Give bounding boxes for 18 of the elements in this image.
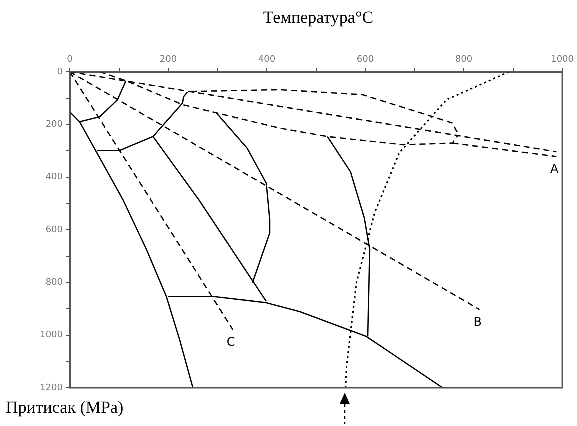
y-tick-label: 1000	[40, 330, 64, 341]
y-tick-label: 800	[46, 278, 64, 288]
x-tick-label: 0	[67, 54, 74, 65]
x-tick-label: 400	[258, 54, 276, 65]
x-tick-label: 200	[160, 54, 178, 65]
y-tick-label: 600	[46, 225, 64, 236]
annotation: C	[226, 334, 236, 349]
y-tick-label: 200	[46, 120, 64, 130]
y-tick-label: 400	[46, 172, 64, 183]
y-tick-label: 1200	[40, 383, 64, 394]
annotation: B	[474, 314, 482, 329]
x-tick-label: 800	[455, 54, 473, 65]
x-tick-label: 600	[356, 54, 374, 65]
x-tick-label: 1000	[551, 54, 574, 65]
chart-title: Температура°C	[262, 8, 375, 28]
y-axis-title: Притисак (MPa)	[6, 398, 124, 418]
y-tick-label: 0	[57, 67, 64, 78]
annotation: A	[550, 162, 560, 176]
